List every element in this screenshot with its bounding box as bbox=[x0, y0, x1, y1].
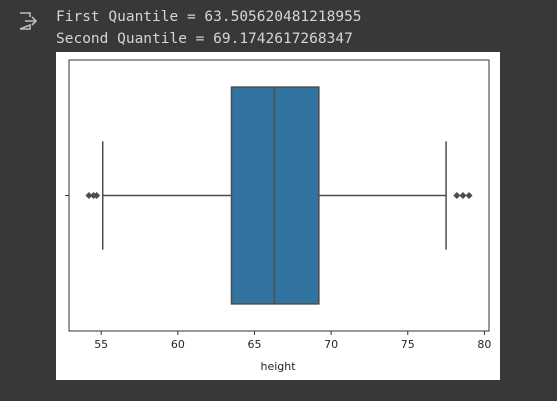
output-line: First Quantile = 63.505620481218955 bbox=[56, 9, 362, 25]
x-tick-label: 70 bbox=[324, 338, 338, 351]
x-axis-label: height bbox=[260, 360, 296, 373]
box bbox=[230, 86, 320, 305]
flier bbox=[85, 192, 93, 199]
x-tick-label: 60 bbox=[171, 338, 185, 351]
flier bbox=[93, 192, 101, 199]
x-tick-label: 80 bbox=[477, 338, 491, 351]
x-tick-label: 55 bbox=[94, 338, 108, 351]
flier bbox=[465, 192, 473, 199]
output-icon[interactable] bbox=[16, 10, 40, 34]
flier bbox=[459, 192, 467, 199]
x-tick-label: 65 bbox=[247, 338, 261, 351]
flier bbox=[453, 192, 461, 199]
x-tick-label: 75 bbox=[401, 338, 415, 351]
output-line: Second Quantile = 69.1742617268347 bbox=[56, 31, 353, 47]
chart: height 55 60 65 70 75 80 bbox=[56, 52, 500, 380]
